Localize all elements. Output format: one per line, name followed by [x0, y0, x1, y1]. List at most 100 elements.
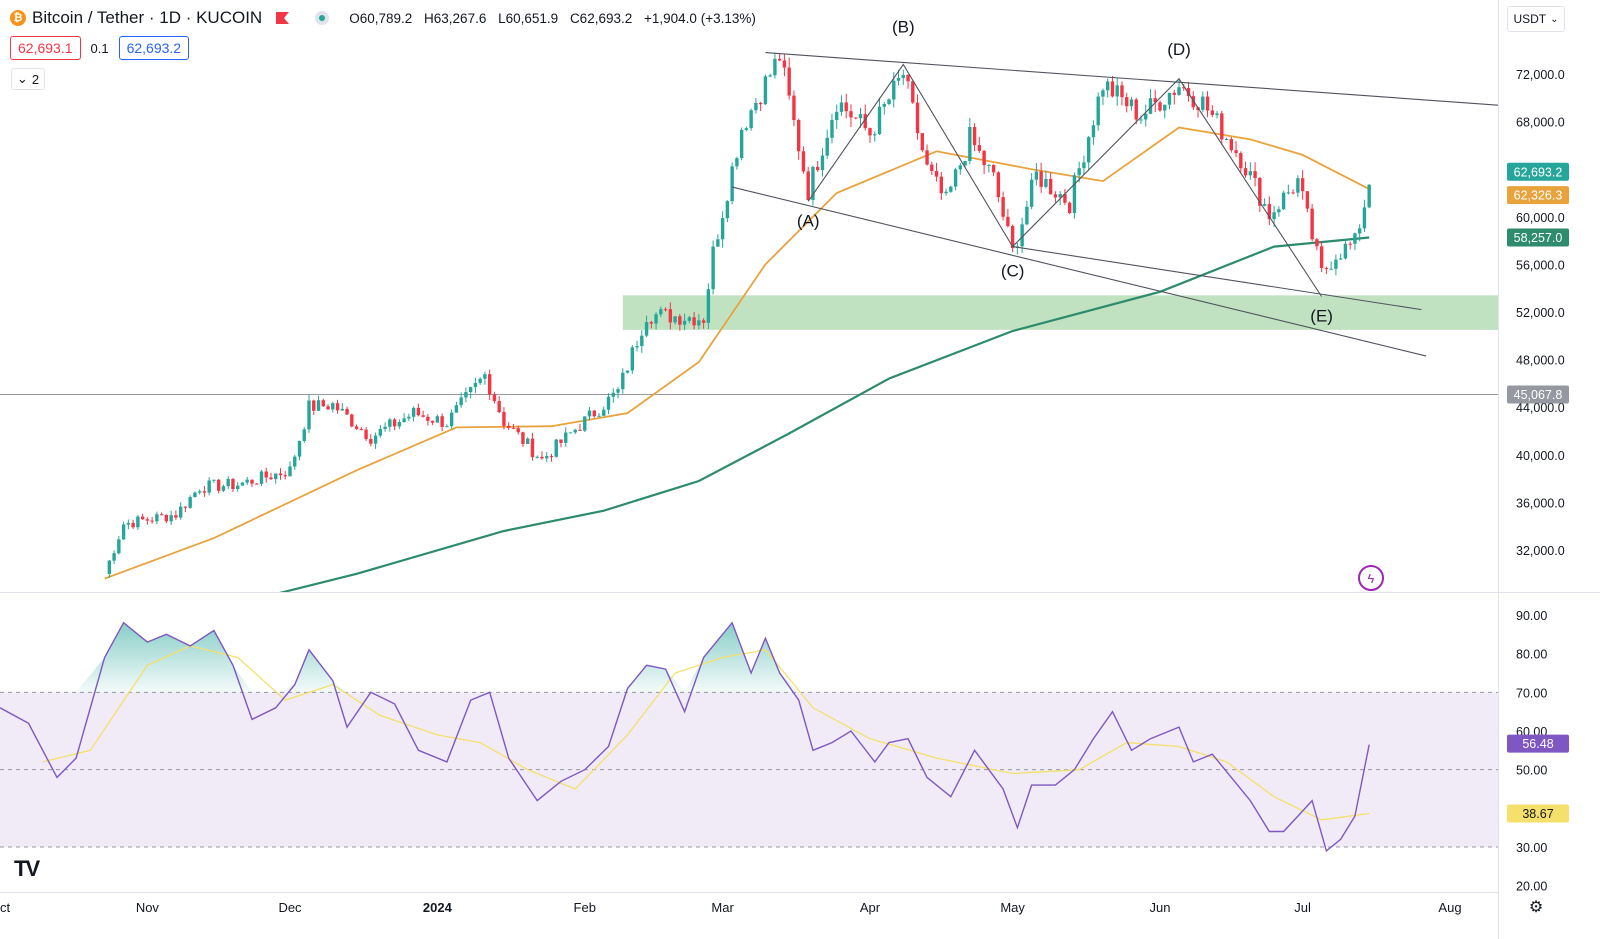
candle-body: [663, 309, 668, 311]
candle-body: [1025, 206, 1029, 225]
candle-body: [678, 316, 682, 325]
candle-body: [920, 133, 924, 151]
candle-body: [117, 539, 121, 554]
candle-body: [1338, 258, 1343, 260]
candle: [188, 495, 192, 509]
moving-average-long: [279, 236, 1370, 592]
candle: [326, 404, 330, 410]
candle: [331, 401, 335, 413]
candle-body: [155, 514, 159, 522]
candle: [1300, 170, 1305, 200]
candle: [383, 422, 387, 432]
candle: [1172, 89, 1176, 105]
candle-body: [506, 425, 511, 428]
candle-body: [863, 114, 867, 129]
candle-body: [711, 246, 715, 290]
candle-body: [906, 75, 910, 82]
candle: [839, 95, 844, 116]
candle-body: [1343, 243, 1348, 259]
candle-body: [326, 406, 330, 410]
candle: [877, 97, 882, 136]
indicator-count: 2: [31, 71, 40, 87]
candle-body: [706, 289, 711, 323]
candle-body: [1262, 204, 1267, 206]
candle-body: [136, 516, 140, 528]
candle: [121, 521, 126, 540]
symbol-title[interactable]: Bitcoin / Tether · 1D · KUCOIN: [32, 8, 263, 27]
buy-button[interactable]: 62,693.2: [118, 36, 190, 60]
candle-body: [963, 161, 967, 166]
candle: [250, 479, 254, 487]
candle: [473, 377, 478, 394]
candle-body: [140, 516, 145, 520]
candle-body: [1091, 125, 1096, 138]
candle: [169, 510, 173, 526]
candle-body: [977, 145, 982, 151]
candle: [1039, 162, 1043, 193]
candle-body: [483, 374, 487, 379]
candle-body: [264, 471, 268, 478]
flag-icon[interactable]: [276, 12, 290, 24]
candle: [1029, 173, 1034, 210]
candle-body: [307, 400, 311, 430]
candle: [535, 455, 539, 459]
candle-body: [502, 412, 506, 426]
candle: [274, 473, 278, 484]
candle-body: [464, 392, 468, 398]
price-tick-label: 40,000.0: [1516, 449, 1565, 463]
candle: [1134, 97, 1138, 125]
candle: [863, 104, 867, 131]
candle: [982, 149, 986, 174]
candle: [1210, 105, 1214, 118]
candle: [164, 514, 169, 524]
candle-body: [583, 416, 587, 431]
candle-body: [1362, 207, 1367, 229]
candle: [293, 454, 297, 470]
candle: [540, 451, 544, 460]
candle-body: [806, 171, 810, 201]
candle-body: [659, 309, 663, 315]
candle-body: [1006, 216, 1010, 227]
candle: [402, 413, 406, 423]
candle-body: [169, 515, 173, 522]
sell-button[interactable]: 62,693.1: [10, 36, 81, 60]
candle-body: [873, 134, 877, 136]
candle: [597, 412, 601, 417]
candle: [1286, 184, 1291, 195]
candle-body: [730, 166, 734, 202]
candle-body: [996, 172, 1001, 198]
candle: [1086, 135, 1091, 171]
candle-body: [1125, 97, 1129, 107]
candle: [354, 424, 359, 430]
candle-body: [492, 394, 497, 402]
indicators-toggle-button[interactable]: ⌄ 2: [11, 68, 45, 90]
candle-body: [930, 164, 934, 172]
candle: [806, 167, 810, 201]
candle: [302, 427, 306, 443]
candle-body: [459, 397, 463, 406]
candle: [107, 559, 112, 578]
candle-body: [692, 317, 696, 326]
candle-body: [1300, 178, 1305, 192]
candle-body: [592, 410, 596, 417]
candle: [583, 416, 587, 433]
candle-body: [925, 150, 929, 165]
candle: [678, 313, 682, 331]
candle: [773, 52, 777, 79]
candle: [1319, 240, 1324, 273]
candle: [264, 467, 268, 483]
candle: [1253, 162, 1257, 187]
candle-body: [1357, 228, 1362, 234]
candle: [335, 399, 340, 414]
candle-body: [768, 75, 772, 77]
bitcoin-icon: ₿: [10, 10, 26, 26]
lightning-icon[interactable]: ϟ: [1358, 565, 1384, 591]
candle-body: [816, 166, 820, 171]
candle: [1148, 88, 1153, 115]
candle-body: [226, 479, 230, 487]
moving-average-short: [104, 126, 1370, 580]
gear-icon[interactable]: ⚙: [1528, 899, 1544, 916]
candle: [492, 391, 497, 404]
ma-long-label-bg: [1507, 228, 1569, 247]
currency-select[interactable]: USDT ⌄: [1507, 6, 1565, 32]
